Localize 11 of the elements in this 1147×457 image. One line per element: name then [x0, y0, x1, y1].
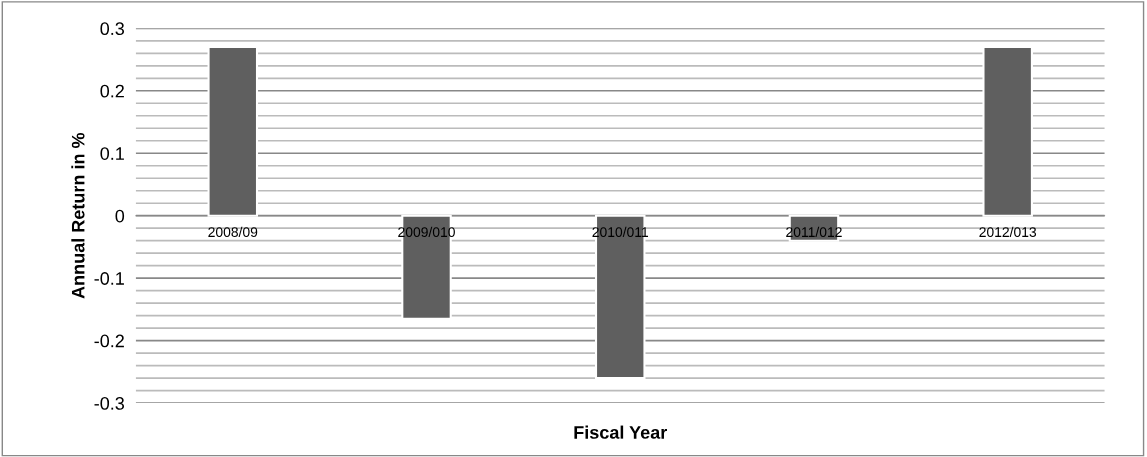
y-tick-label: -0.3 [94, 397, 125, 410]
y-axis-title: Annual Return in % [71, 132, 85, 299]
x-tick-label: 2008/09 [208, 226, 258, 238]
x-axis-title: Fiscal Year [574, 425, 667, 439]
y-tick-label: 0.3 [100, 22, 125, 36]
x-tick-label: 2012/013 [979, 226, 1037, 238]
y-tick-label: 0.1 [100, 147, 124, 160]
y-tick-label: 0 [115, 209, 125, 223]
y-tick-label: -0.1 [94, 272, 124, 285]
y-tick-label: 0.2 [100, 84, 124, 98]
y-tick-label: -0.2 [94, 334, 124, 348]
